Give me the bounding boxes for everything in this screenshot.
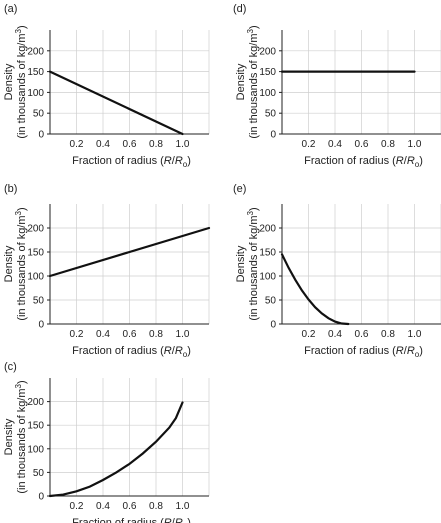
y-axis-label-line1: Density [3, 245, 15, 282]
panel-label: (a) [4, 3, 17, 15]
y-tick-label: 150 [259, 248, 276, 259]
x-tick-label: 0.2 [302, 329, 316, 340]
x-tick-label: 0.8 [381, 139, 395, 150]
y-tick-label: 50 [265, 296, 277, 307]
x-tick-label: 1.0 [176, 139, 190, 150]
x-tick-label: 1.0 [176, 501, 190, 512]
x-tick-label: 0.8 [149, 501, 163, 512]
x-tick-label: 0.6 [123, 501, 137, 512]
x-tick-label: 0.4 [96, 501, 110, 512]
y-tick-label: 0 [270, 130, 276, 141]
y-tick-label: 100 [259, 272, 276, 283]
x-tick-label: 0.6 [123, 139, 137, 150]
chart-panel: (b) 0 50 100 150 200 0.2 0.4 0.6 0.8 1.0 Fraction o… [3, 183, 211, 359]
chart-panel: (d) 0 50 100 150 200 0.2 0.4 0.6 0.8 1.0 Fraction o… [233, 3, 441, 169]
y-axis-label-line1: Density [3, 63, 15, 100]
chart-panel: (a) 0 50 100 150 200 0.2 0.4 0.6 0.8 1.0 Fraction o… [3, 3, 210, 169]
x-axis-label: Fraction of radius (R/Ro) [72, 517, 191, 523]
y-tick-label: 100 [27, 272, 44, 283]
y-tick-label: 150 [27, 421, 44, 432]
y-tick-label: 150 [27, 248, 44, 259]
y-tick-label: 0 [38, 492, 44, 503]
density-curve [48, 226, 211, 278]
x-tick-label: 0.6 [355, 329, 369, 340]
y-axis-label-line1: Density [235, 63, 247, 100]
x-tick-label: 1.0 [408, 139, 422, 150]
y-tick-label: 150 [259, 67, 276, 78]
y-tick-label: 200 [27, 397, 44, 408]
chart-panel: (c) 0 50 100 150 200 0.2 0.4 0.6 0.8 1.0 Fraction o… [3, 361, 210, 523]
x-tick-label: 0.4 [328, 329, 342, 340]
y-tick-label: 0 [270, 320, 276, 331]
density-curve [280, 253, 350, 326]
x-axis-label: Fraction of radius (R/Ro) [72, 155, 191, 169]
x-tick-label: 0.8 [149, 139, 163, 150]
y-tick-label: 100 [259, 88, 276, 99]
x-tick-label: 1.0 [176, 329, 190, 340]
y-axis-label-line1: Density [3, 418, 15, 455]
y-tick-label: 50 [33, 468, 45, 479]
panel-label: (e) [233, 183, 246, 195]
x-axis-label: Fraction of radius (R/Ro) [304, 155, 423, 169]
y-axis-label-line2: (in thousands of kg/m3) [246, 207, 260, 320]
x-tick-label: 0.8 [149, 329, 163, 340]
x-tick-label: 0.2 [70, 501, 84, 512]
y-tick-label: 0 [38, 320, 44, 331]
x-axis-label: Fraction of radius (R/Ro) [72, 345, 191, 359]
y-tick-label: 50 [265, 109, 277, 120]
y-tick-label: 50 [33, 109, 45, 120]
y-axis-label-line1: Density [235, 245, 247, 282]
y-tick-label: 200 [259, 46, 276, 57]
x-tick-label: 0.8 [381, 329, 395, 340]
y-tick-label: 200 [27, 224, 44, 235]
x-tick-label: 0.6 [355, 139, 369, 150]
y-tick-label: 50 [33, 296, 45, 307]
x-tick-label: 0.4 [96, 329, 110, 340]
x-tick-label: 0.4 [328, 139, 342, 150]
y-tick-label: 200 [259, 224, 276, 235]
y-tick-label: 100 [27, 444, 44, 455]
density-curve [48, 70, 184, 136]
x-tick-label: 0.2 [70, 329, 84, 340]
panel-label: (d) [233, 3, 246, 15]
density-curve [48, 401, 184, 498]
y-tick-label: 200 [27, 46, 44, 57]
y-axis-label-line2: (in thousands of kg/m3) [14, 207, 28, 320]
x-tick-label: 1.0 [408, 329, 422, 340]
y-axis-label-line2: (in thousands of kg/m3) [14, 25, 28, 138]
panel-label: (b) [4, 183, 17, 195]
chart-panel: (e) 0 50 100 150 200 0.2 0.4 0.6 0.8 1.0 Fraction o… [233, 183, 441, 359]
x-tick-label: 0.4 [96, 139, 110, 150]
x-tick-label: 0.6 [123, 329, 137, 340]
y-axis-label-line2: (in thousands of kg/m3) [246, 25, 260, 138]
panel-label: (c) [4, 361, 17, 373]
y-tick-label: 150 [27, 67, 44, 78]
y-axis-label-line2: (in thousands of kg/m3) [14, 380, 28, 493]
x-tick-label: 0.2 [70, 139, 84, 150]
y-tick-label: 100 [27, 88, 44, 99]
x-axis-label: Fraction of radius (R/Ro) [304, 345, 423, 359]
x-tick-label: 0.2 [302, 139, 316, 150]
y-tick-label: 0 [38, 130, 44, 141]
